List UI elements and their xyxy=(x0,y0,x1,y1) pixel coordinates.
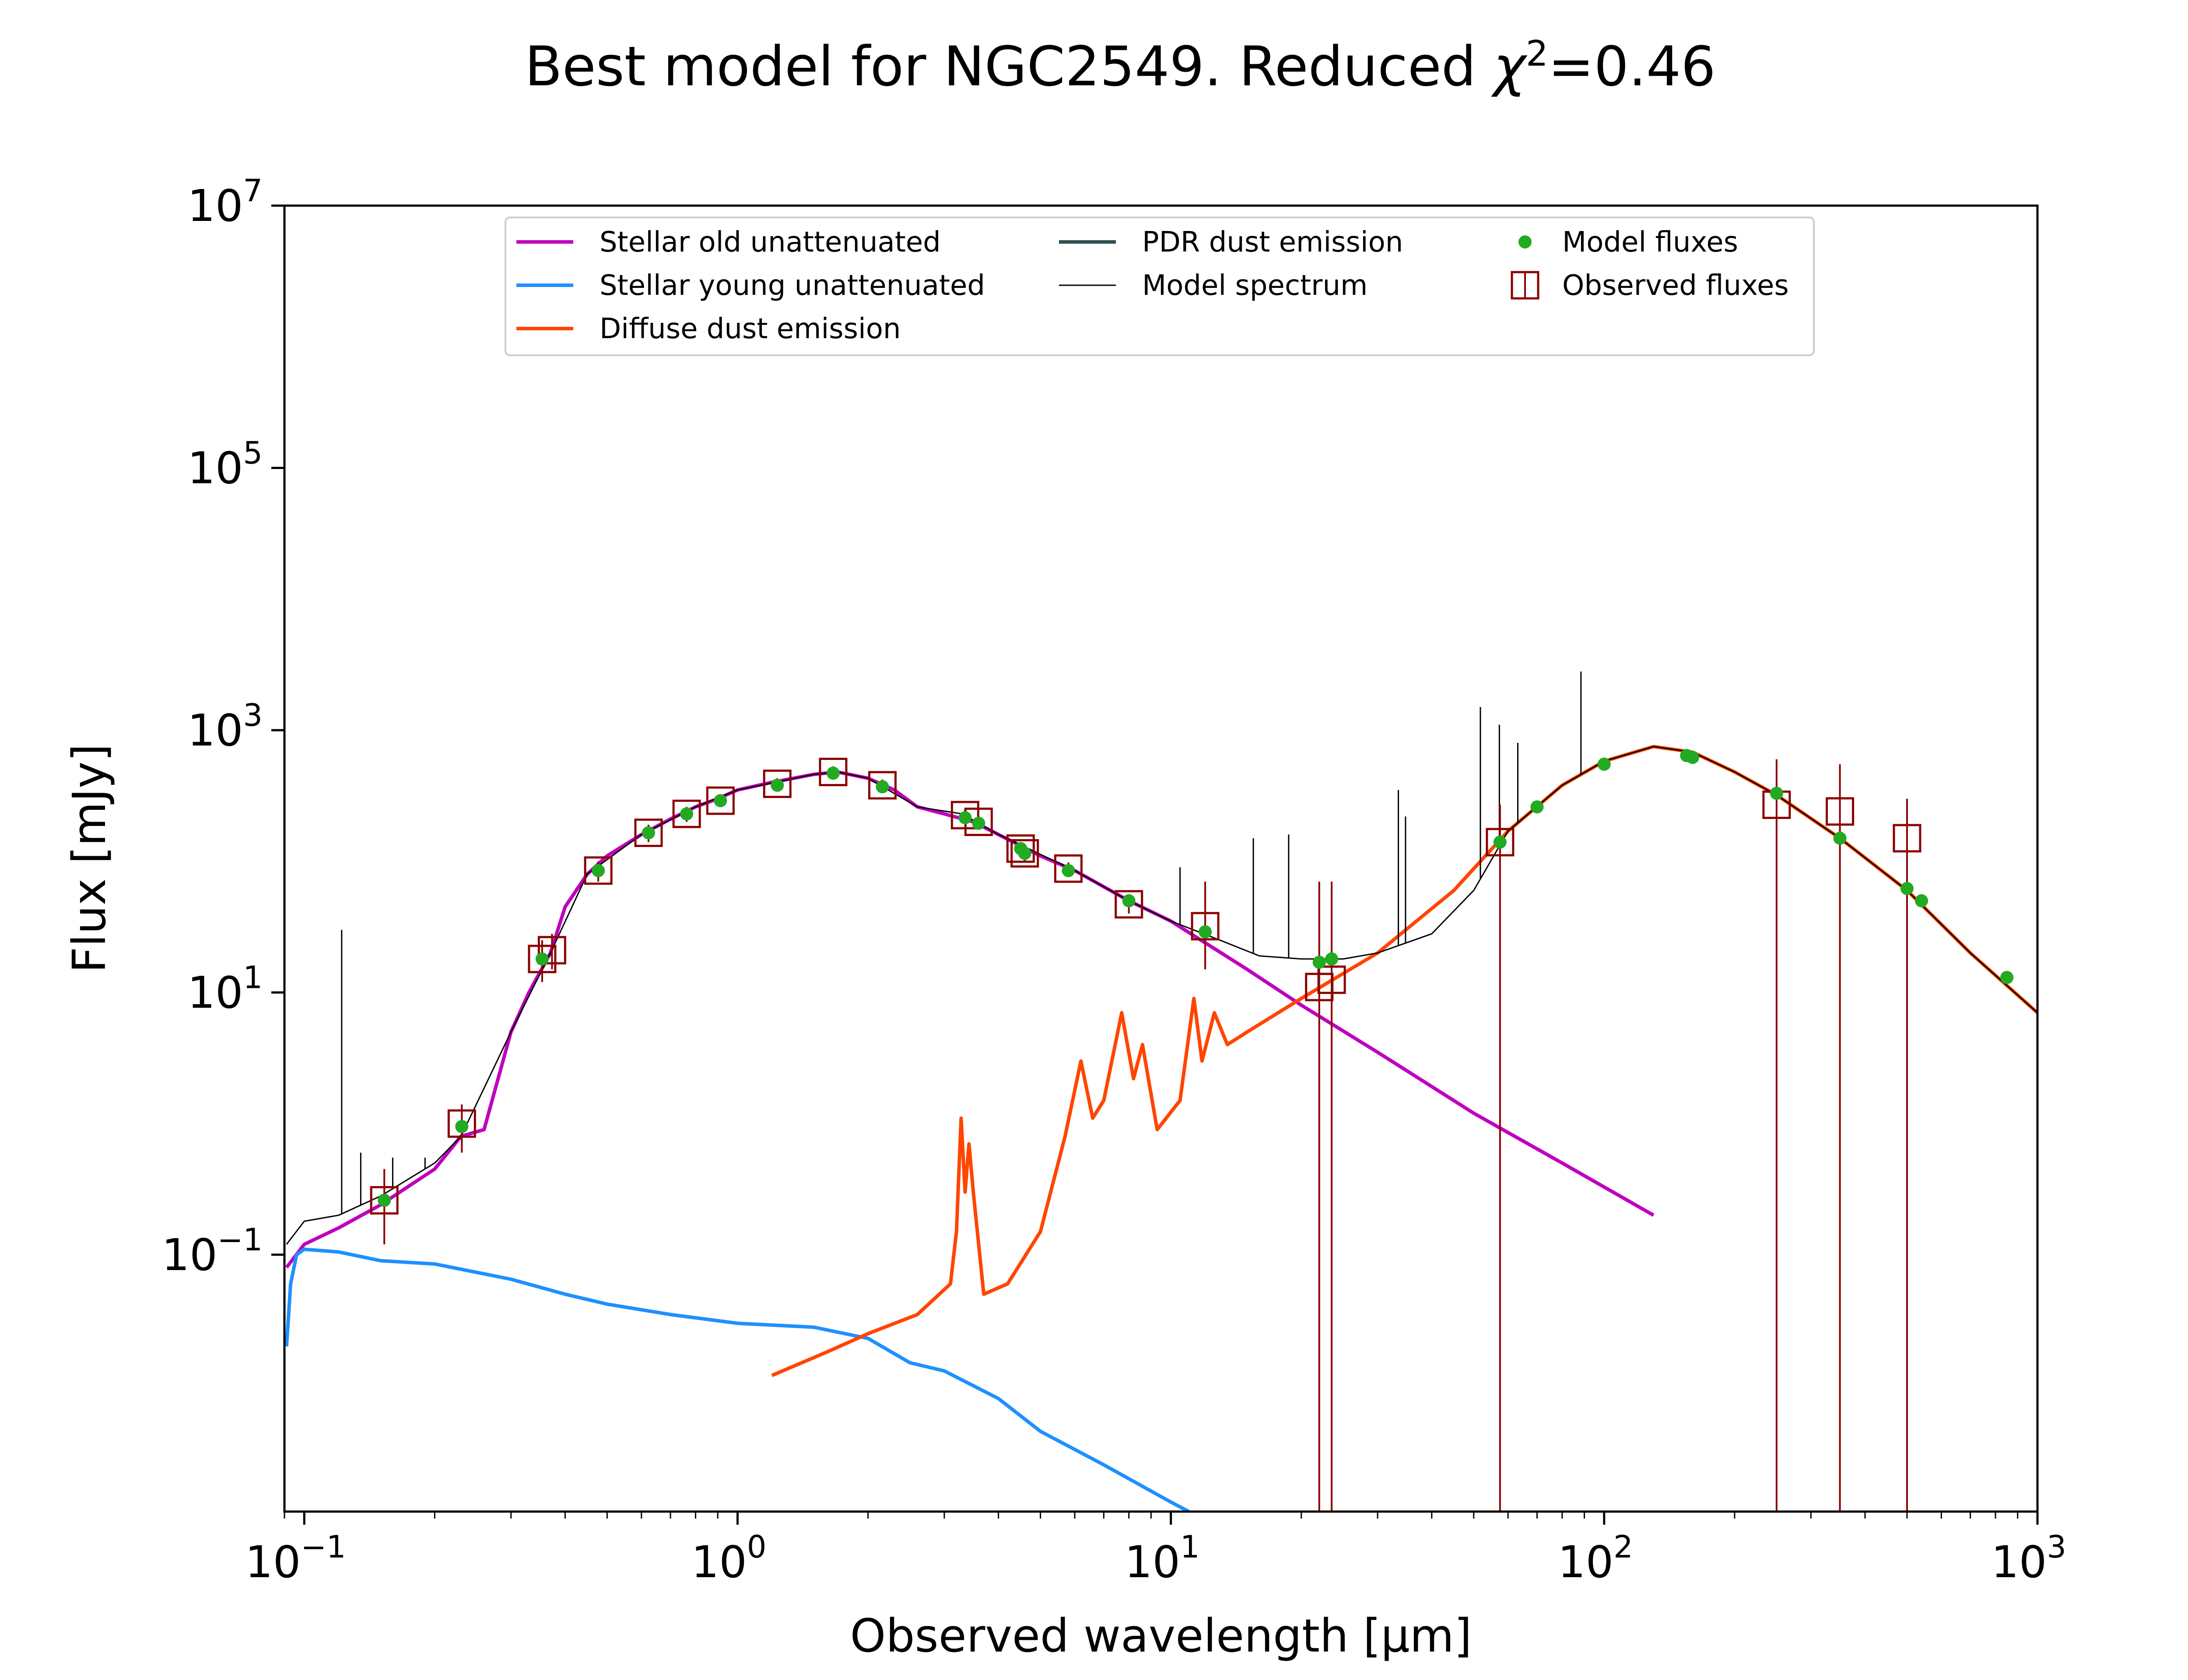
model-flux-point xyxy=(455,1120,469,1133)
model-flux-point xyxy=(642,826,655,840)
legend-box xyxy=(505,217,1815,356)
observed-flux-marker xyxy=(868,771,897,800)
legend-label-model-fluxes: Model fluxes xyxy=(1562,226,1738,259)
model-flux-point xyxy=(972,816,985,830)
y-axis: 10−1 101 103 105 107 xyxy=(162,173,284,1281)
model-flux-point xyxy=(1018,847,1031,860)
legend-swatch-model-fluxes xyxy=(1518,235,1532,248)
x-tick-label: 103 xyxy=(1991,1529,2066,1588)
observed-flux-marker xyxy=(1317,965,1346,994)
model-flux-point xyxy=(1915,894,1929,907)
observed-flux-marker xyxy=(1826,797,1855,826)
y-tick-label: 105 xyxy=(187,435,263,494)
model-flux-point xyxy=(378,1194,391,1207)
y-tick-label: 103 xyxy=(187,697,263,756)
x-tick-label: 100 xyxy=(691,1529,767,1588)
model-flux-point xyxy=(535,952,549,966)
x-axis: 10−1 100 101 102 103 xyxy=(245,1512,2066,1588)
model-flux-point xyxy=(680,807,694,821)
x-tick-label: 10−1 xyxy=(245,1529,346,1588)
observed-flux-marker xyxy=(537,936,566,965)
x-axis-label: Observed wavelength [μm] xyxy=(850,1609,1472,1662)
legend-label-pdr-dust-emission: PDR dust emission xyxy=(1142,226,1403,259)
model-flux-point xyxy=(1900,882,1914,895)
legend: Stellar old unattenuated Stellar young un… xyxy=(505,217,1815,356)
y-tick-label: 10−1 xyxy=(162,1222,263,1281)
observed-flux-marker xyxy=(1893,824,1922,853)
observed-flux-marker xyxy=(1010,839,1039,868)
model-flux-point xyxy=(1493,835,1507,849)
observed-flux-marker xyxy=(528,945,557,973)
legend-label-stellar-young-unattenuated: Stellar young unattenuated xyxy=(600,270,985,302)
model-flux-point xyxy=(876,780,889,794)
x-tick-label: 101 xyxy=(1125,1529,1200,1588)
observed-flux-marker xyxy=(1191,912,1220,941)
observed-flux-marker xyxy=(819,758,848,787)
legend-label-diffuse-dust-emission: Diffuse dust emission xyxy=(600,313,901,345)
legend-label-model-spectrum: Model spectrum xyxy=(1142,270,1368,302)
x-tick-label: 102 xyxy=(1558,1529,1633,1588)
model-flux-point xyxy=(826,766,840,780)
model-flux-point xyxy=(1686,751,1699,764)
series-layer xyxy=(284,671,2037,1512)
model-flux-point xyxy=(958,811,972,825)
model-flux-point xyxy=(1312,956,1326,969)
model-flux-point xyxy=(1122,894,1136,907)
model-flux-point xyxy=(1530,800,1544,814)
observed-flux-marker xyxy=(672,799,701,828)
model-flux-point xyxy=(771,778,784,792)
observed-flux-marker xyxy=(1054,854,1083,883)
series-line-stellar-young-unattenuated xyxy=(284,1247,1190,1512)
observed-flux-marker xyxy=(763,770,792,798)
legend-label-observed-fluxes: Observed fluxes xyxy=(1562,270,1789,302)
observed-flux-marker xyxy=(634,819,663,847)
model-flux-point xyxy=(592,864,605,877)
plot-frame xyxy=(283,204,2039,1513)
model-flux-point xyxy=(2000,971,2014,984)
legend-label-stellar-old-unattenuated: Stellar old unattenuated xyxy=(600,226,941,259)
model-flux-point xyxy=(1833,831,1847,845)
model-flux-point xyxy=(1770,787,1783,800)
y-axis-label: Flux [mJy] xyxy=(63,744,116,973)
model-flux-point xyxy=(1062,864,1075,877)
observed-flux-marker xyxy=(1115,890,1143,919)
model-flux-point xyxy=(714,794,727,808)
model-flux-point xyxy=(1199,925,1212,938)
model-flux-point xyxy=(1325,952,1339,966)
y-tick-label: 107 xyxy=(187,173,263,231)
observed-flux-marker xyxy=(706,786,735,815)
observed-flux-marker xyxy=(584,856,613,885)
chart-title: Best model for NGC2549. Reduced χ2=0.46 xyxy=(525,33,1716,98)
observed-flux-marker xyxy=(1486,828,1515,857)
observed-flux-marker xyxy=(447,1109,476,1138)
observed-flux-marker xyxy=(1006,834,1035,863)
observed-flux-marker xyxy=(370,1186,399,1215)
model-flux-point xyxy=(1597,757,1611,771)
y-tick-label: 101 xyxy=(187,959,263,1018)
